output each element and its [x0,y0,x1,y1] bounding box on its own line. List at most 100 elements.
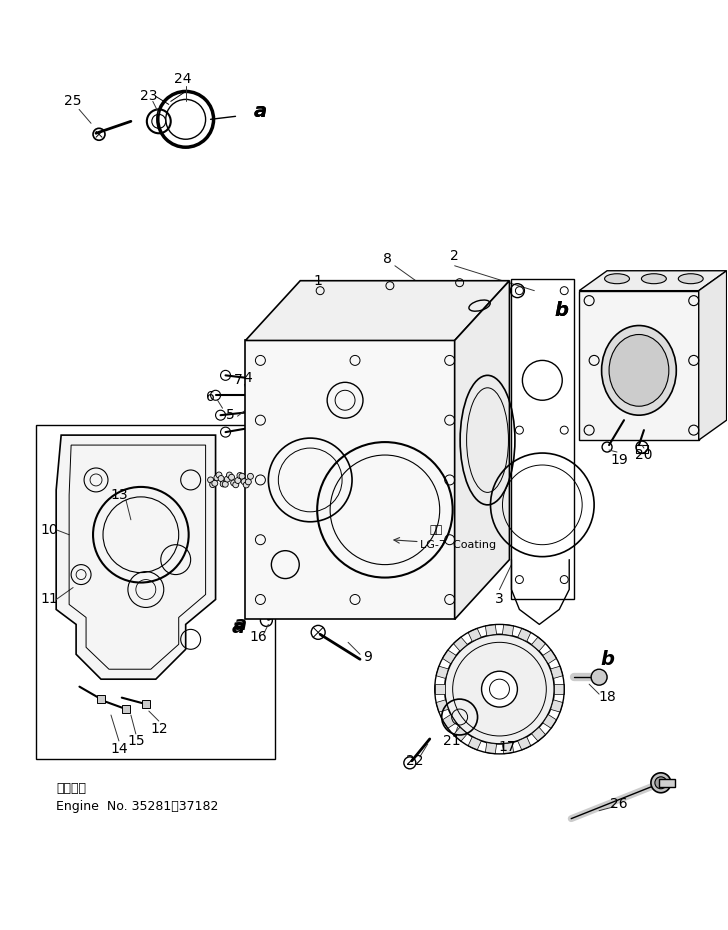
Circle shape [212,480,218,486]
Polygon shape [550,666,563,679]
Ellipse shape [601,326,676,415]
Bar [36,425,275,759]
Polygon shape [531,637,546,651]
Circle shape [216,472,222,478]
Text: 7: 7 [234,373,243,387]
Text: 9: 9 [363,650,373,664]
Text: 2: 2 [451,249,459,263]
Text: a: a [254,102,267,121]
Text: 19: 19 [610,453,628,467]
Circle shape [220,481,226,487]
Text: Engine  No. 35281～37182: Engine No. 35281～37182 [56,800,218,813]
Text: 適用号機: 適用号機 [56,782,86,795]
Polygon shape [122,705,130,713]
Text: 25: 25 [64,94,82,109]
Circle shape [210,482,215,487]
Text: LG-7  Coating: LG-7 Coating [420,539,496,550]
Text: 3: 3 [495,592,504,606]
Polygon shape [97,695,105,703]
Circle shape [231,480,237,485]
Circle shape [224,476,230,482]
Text: 8: 8 [384,252,392,266]
Bar [636,445,648,453]
Circle shape [591,670,607,685]
Polygon shape [245,281,510,340]
Text: b: b [554,301,569,320]
Circle shape [214,474,220,481]
Circle shape [241,479,247,485]
Text: 6: 6 [206,391,215,405]
Text: 17: 17 [499,740,516,754]
Polygon shape [436,699,448,712]
Circle shape [222,481,229,487]
Text: 22: 22 [406,754,424,768]
Ellipse shape [678,273,703,284]
Text: 10: 10 [40,523,58,537]
Polygon shape [468,737,481,751]
Polygon shape [579,271,727,291]
Polygon shape [443,650,456,664]
Circle shape [651,773,670,792]
Text: b: b [554,301,569,320]
Circle shape [229,474,234,480]
Polygon shape [142,700,150,708]
Circle shape [655,777,667,789]
Circle shape [218,475,224,482]
Circle shape [481,671,518,707]
Text: 16: 16 [250,631,267,644]
Text: 14: 14 [110,742,127,756]
Circle shape [248,473,253,479]
Text: 15: 15 [127,734,145,748]
Polygon shape [518,737,531,751]
Ellipse shape [641,273,666,284]
Polygon shape [543,714,557,728]
Text: 塗布: 塗布 [430,525,443,535]
Polygon shape [531,727,546,741]
Polygon shape [443,714,456,728]
Text: 21: 21 [443,734,461,748]
Text: 23: 23 [140,89,157,103]
Text: a: a [232,618,245,637]
Text: 1: 1 [314,273,323,287]
Polygon shape [502,743,514,754]
Polygon shape [699,271,727,440]
Text: 26: 26 [610,797,628,811]
Polygon shape [454,637,467,651]
Text: 5: 5 [226,408,235,422]
Text: 4: 4 [243,371,252,385]
Polygon shape [554,684,564,694]
Text: 12: 12 [150,722,167,736]
Text: b: b [600,650,614,669]
Circle shape [235,477,241,484]
Polygon shape [502,624,514,635]
Circle shape [239,473,245,479]
Text: 18: 18 [598,690,616,704]
Polygon shape [518,628,531,642]
Polygon shape [550,699,563,712]
Polygon shape [486,743,496,754]
Polygon shape [454,727,467,741]
Text: 13: 13 [110,488,127,502]
Polygon shape [468,628,481,642]
Circle shape [237,472,243,479]
Polygon shape [455,281,510,619]
Ellipse shape [609,335,669,406]
Polygon shape [543,650,557,664]
Polygon shape [56,435,215,679]
Circle shape [233,482,239,487]
Text: 11: 11 [40,592,58,606]
Circle shape [207,477,213,483]
Polygon shape [579,291,699,440]
Circle shape [243,482,249,488]
Circle shape [445,634,554,744]
Text: 20: 20 [635,448,653,462]
Ellipse shape [604,273,630,284]
Polygon shape [245,340,455,619]
Polygon shape [436,666,448,679]
Bar [659,778,675,787]
Text: a: a [234,615,247,634]
Circle shape [245,479,251,485]
Polygon shape [486,624,496,635]
Circle shape [226,472,232,478]
Text: 24: 24 [174,73,191,86]
